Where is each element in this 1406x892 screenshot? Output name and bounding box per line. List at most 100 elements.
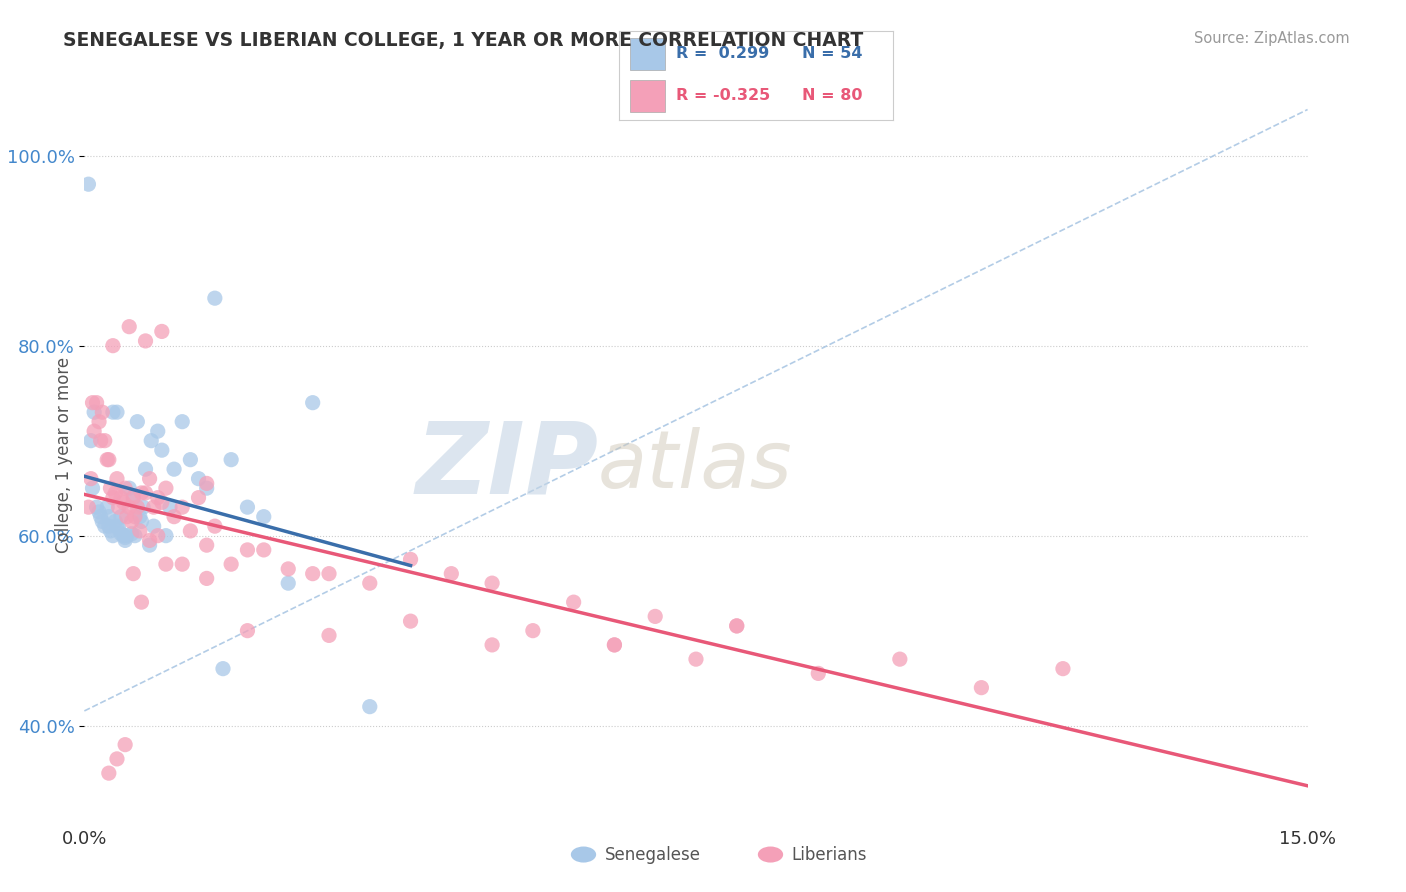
Point bbox=[522, 624, 544, 638]
Point bbox=[150, 495, 173, 509]
Point bbox=[359, 699, 381, 714]
Point bbox=[138, 538, 160, 552]
Point bbox=[91, 515, 114, 529]
Point bbox=[82, 481, 104, 495]
Point bbox=[399, 552, 422, 566]
Point bbox=[195, 538, 218, 552]
Point bbox=[97, 509, 120, 524]
Text: R = -0.325: R = -0.325 bbox=[676, 88, 770, 103]
Point bbox=[155, 481, 177, 495]
Point bbox=[141, 434, 163, 448]
Point bbox=[150, 325, 173, 339]
Point bbox=[889, 652, 911, 666]
Point bbox=[101, 491, 124, 505]
Point bbox=[318, 628, 340, 642]
Point bbox=[90, 509, 112, 524]
Point bbox=[146, 424, 169, 438]
Point bbox=[96, 452, 118, 467]
Point bbox=[97, 766, 120, 780]
Point bbox=[105, 519, 128, 533]
Point bbox=[110, 491, 132, 505]
Point bbox=[105, 472, 128, 486]
Point bbox=[93, 434, 115, 448]
Point bbox=[114, 533, 136, 548]
Point bbox=[114, 738, 136, 752]
Point bbox=[128, 509, 150, 524]
Point bbox=[725, 619, 748, 633]
Point bbox=[131, 595, 153, 609]
Text: Source: ZipAtlas.com: Source: ZipAtlas.com bbox=[1194, 31, 1350, 46]
Point bbox=[104, 515, 127, 529]
Point bbox=[86, 500, 108, 515]
Text: ZIP: ZIP bbox=[415, 417, 598, 515]
Point bbox=[172, 500, 194, 515]
Point bbox=[118, 500, 141, 515]
Point bbox=[236, 624, 259, 638]
Point bbox=[562, 595, 585, 609]
Point bbox=[93, 519, 115, 533]
Point bbox=[107, 521, 129, 535]
Point bbox=[121, 526, 143, 541]
Point bbox=[807, 666, 830, 681]
Point bbox=[131, 486, 153, 500]
Point bbox=[1052, 662, 1074, 676]
Point bbox=[135, 462, 157, 476]
Text: Senegalese: Senegalese bbox=[605, 846, 700, 863]
Point bbox=[132, 500, 155, 515]
Point bbox=[83, 424, 105, 438]
Point bbox=[110, 526, 132, 541]
Point bbox=[359, 576, 381, 591]
Point bbox=[204, 291, 226, 305]
Point bbox=[204, 519, 226, 533]
Point bbox=[253, 542, 276, 557]
Point bbox=[135, 334, 157, 348]
Point bbox=[138, 533, 160, 548]
Point bbox=[603, 638, 626, 652]
Text: R =  0.299: R = 0.299 bbox=[676, 46, 769, 62]
Point bbox=[195, 476, 218, 491]
Point bbox=[104, 486, 127, 500]
Point bbox=[112, 495, 135, 509]
Point bbox=[172, 415, 194, 429]
Y-axis label: College, 1 year or more: College, 1 year or more bbox=[55, 357, 73, 553]
Point bbox=[440, 566, 463, 581]
Point bbox=[172, 557, 194, 571]
Point bbox=[127, 415, 149, 429]
Point bbox=[86, 395, 108, 409]
Point bbox=[122, 566, 145, 581]
Point bbox=[138, 472, 160, 486]
Point bbox=[87, 415, 110, 429]
Point bbox=[118, 319, 141, 334]
Point bbox=[163, 509, 186, 524]
Point bbox=[301, 566, 323, 581]
Point bbox=[155, 529, 177, 543]
Point bbox=[219, 452, 242, 467]
Point bbox=[83, 405, 105, 419]
Point bbox=[101, 339, 124, 353]
Point bbox=[219, 557, 242, 571]
Point bbox=[163, 462, 186, 476]
Point bbox=[142, 500, 165, 515]
Point bbox=[91, 405, 114, 419]
Point bbox=[122, 491, 145, 505]
Point bbox=[399, 614, 422, 628]
Point bbox=[77, 177, 100, 191]
Point bbox=[100, 481, 122, 495]
Point bbox=[112, 529, 135, 543]
Point bbox=[179, 524, 201, 538]
Point bbox=[114, 531, 136, 545]
Point bbox=[236, 500, 259, 515]
Point bbox=[685, 652, 707, 666]
Point bbox=[603, 638, 626, 652]
Text: Liberians: Liberians bbox=[792, 846, 868, 863]
Point bbox=[90, 434, 112, 448]
Point bbox=[127, 500, 149, 515]
Text: SENEGALESE VS LIBERIAN COLLEGE, 1 YEAR OR MORE CORRELATION CHART: SENEGALESE VS LIBERIAN COLLEGE, 1 YEAR O… bbox=[63, 31, 863, 50]
Bar bbox=[630, 80, 665, 112]
Point bbox=[105, 405, 128, 419]
Point bbox=[118, 481, 141, 495]
Point bbox=[187, 472, 209, 486]
Point bbox=[114, 481, 136, 495]
Point bbox=[195, 481, 218, 495]
Point bbox=[146, 529, 169, 543]
